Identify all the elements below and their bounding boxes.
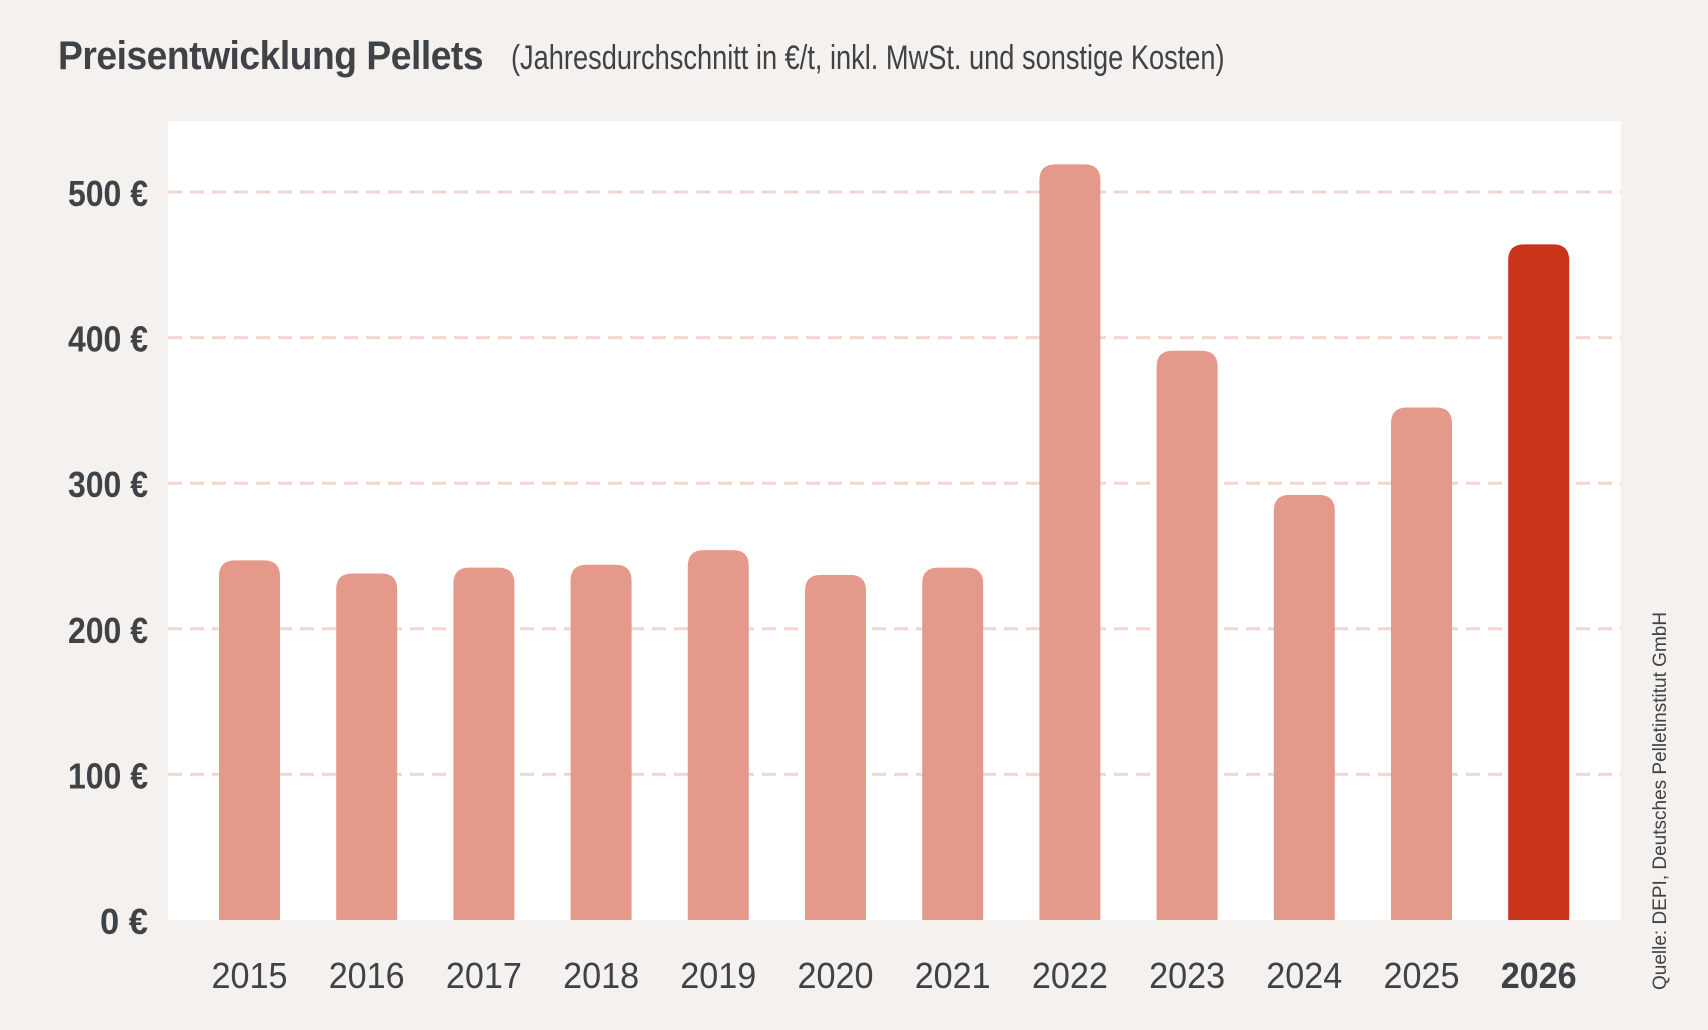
y-tick-label: 400 € (68, 319, 148, 360)
x-tick-label-2024: 2024 (1266, 955, 1342, 996)
bar-2018 (570, 564, 632, 920)
chart-subtitle: (Jahresdurchschnitt in €/t, inkl. MwSt. … (511, 39, 1225, 77)
y-tick-label: 500 € (68, 173, 148, 214)
x-tick-label-2026: 2026 (1501, 955, 1577, 996)
gridlines (168, 190, 1621, 776)
x-tick-label-2019: 2019 (680, 955, 756, 996)
bar-2021 (922, 567, 984, 920)
x-tick-label-2015: 2015 (212, 955, 288, 996)
y-axis-tick-labels: 0 € 100 € 200 € 300 € 400 € 500 € (68, 173, 148, 942)
bar-2019 (687, 550, 749, 920)
bar-2020 (805, 574, 866, 920)
x-tick-label-2020: 2020 (798, 955, 874, 996)
plot-area (168, 121, 1621, 920)
bar-2025 (1391, 407, 1452, 920)
chart-title: Preisentwicklung Pellets (58, 34, 484, 78)
x-tick-label-2018: 2018 (563, 955, 639, 996)
chart-header: Preisentwicklung Pellets (Jahresdurchsch… (58, 34, 1403, 79)
y-tick-label: 300 € (68, 464, 148, 505)
x-tick-label-2017: 2017 (446, 955, 522, 996)
bar-2022 (1039, 164, 1101, 920)
y-tick-label: 100 € (68, 755, 148, 796)
bar-2026 (1508, 244, 1570, 920)
x-tick-label-2025: 2025 (1384, 955, 1460, 996)
x-tick-label-2021: 2021 (915, 955, 991, 996)
x-tick-label-2023: 2023 (1149, 955, 1225, 996)
bar-2023 (1156, 350, 1218, 921)
y-tick-label: 200 € (68, 610, 148, 651)
bar-2024 (1273, 494, 1335, 920)
x-axis-tick-labels: 2015 2016 2017 2018 2019 2020 2021 2022 2023 2024… (212, 955, 1577, 996)
bars (219, 164, 1570, 921)
bar-2017 (453, 567, 515, 920)
source-note: Quelle: DEPI, Deutsches Pelletinstitut G… (1650, 611, 1671, 990)
bar-2016 (336, 573, 398, 920)
x-tick-label-2022: 2022 (1032, 955, 1108, 996)
x-tick-label-2016: 2016 (329, 955, 405, 996)
y-tick-label: 0 € (100, 901, 148, 942)
bar-2015 (219, 560, 280, 920)
